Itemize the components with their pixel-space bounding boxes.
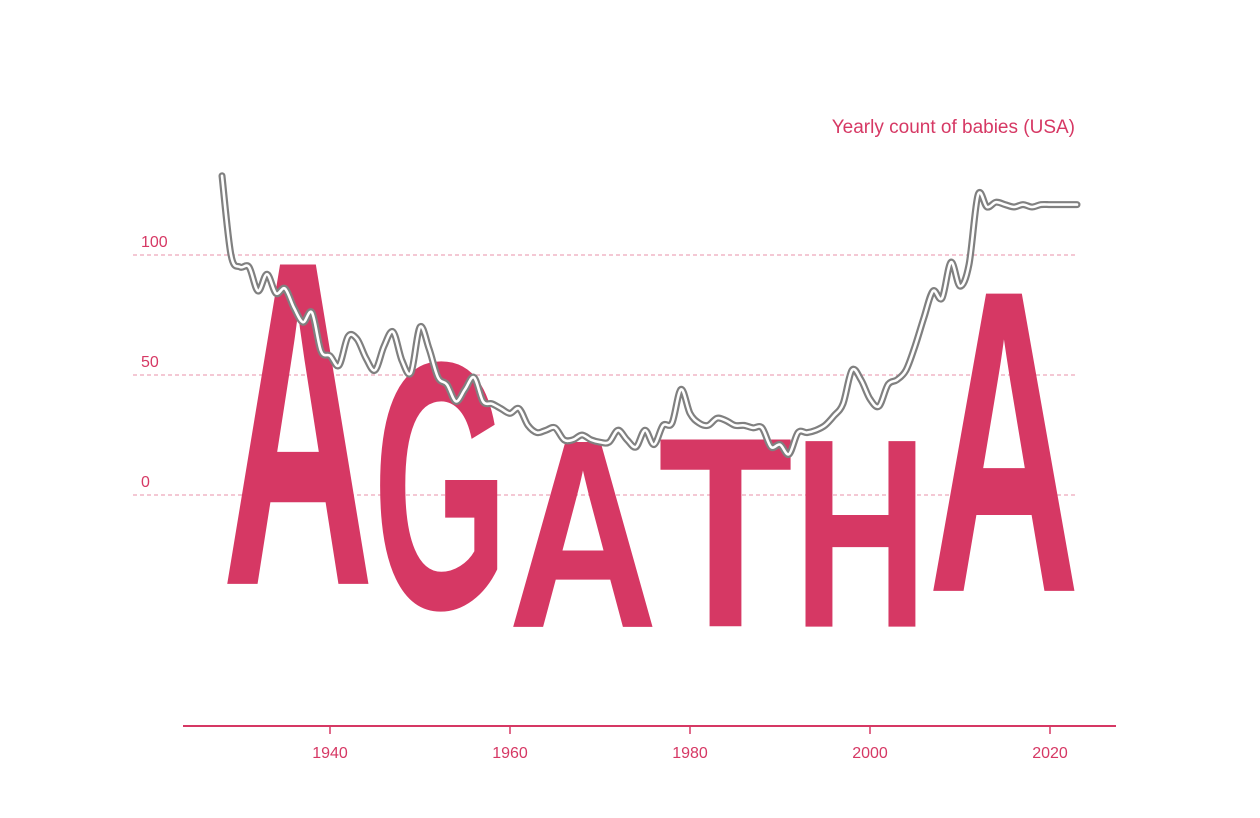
x-tick-label-1940: 1940 — [312, 745, 348, 762]
y-tick-label-100: 100 — [141, 234, 168, 251]
x-tick-label-1960: 1960 — [492, 745, 528, 762]
name-letter-1: A — [222, 165, 374, 683]
name-letter-4: T — [658, 382, 793, 685]
x-tick-label-2000: 2000 — [852, 745, 888, 762]
y-gridlines — [133, 254, 1075, 496]
y-tick-label-0: 0 — [141, 474, 150, 491]
y-tick-labels: 0 50 100 — [141, 234, 168, 491]
y-tick-label-50: 50 — [141, 354, 159, 371]
chart-subtitle: Yearly count of babies (USA) — [832, 117, 1075, 138]
name-letter-2: G — [373, 290, 508, 685]
count-line — [220, 174, 1079, 456]
x-tick-label-1980: 1980 — [672, 745, 708, 762]
x-tick-label-2020: 2020 — [1032, 745, 1068, 762]
name-letter-6: A — [928, 201, 1080, 684]
x-axis-ticks: 1940 1960 1980 2000 2020 — [312, 726, 1068, 762]
count-line-series — [218, 172, 1081, 458]
